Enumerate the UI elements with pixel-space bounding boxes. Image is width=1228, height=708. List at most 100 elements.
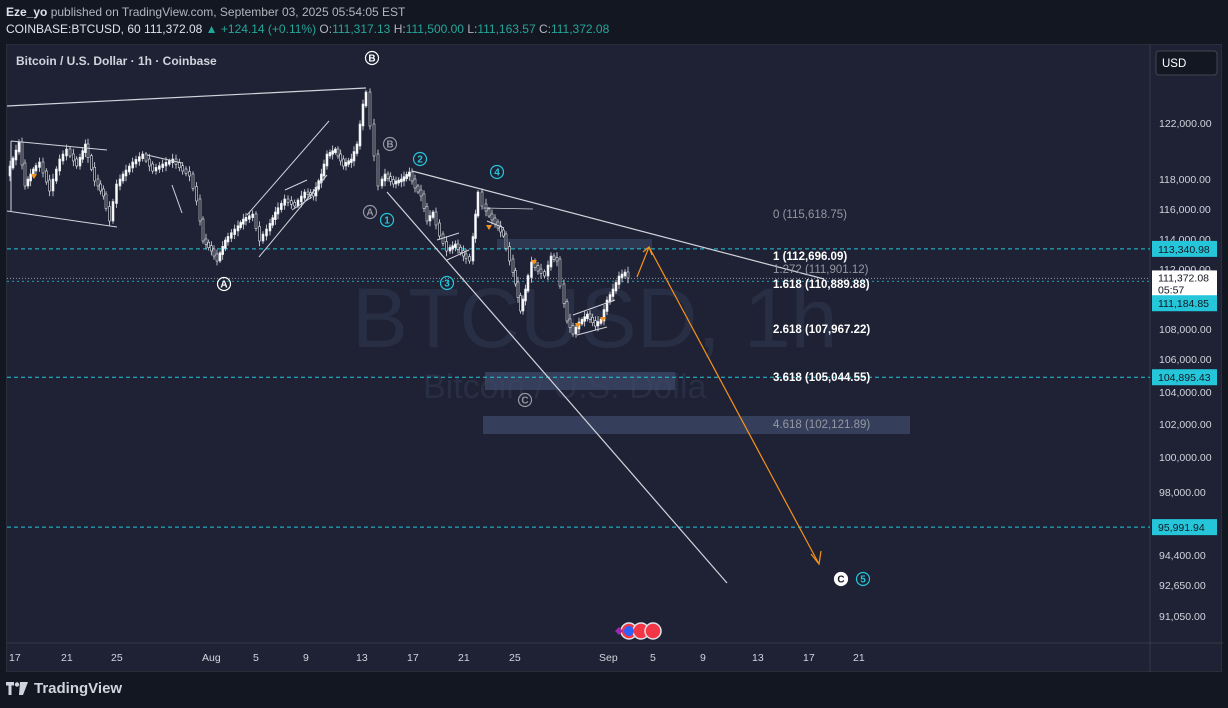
candle-body [58,158,61,172]
trend-line[interactable] [171,184,183,214]
trend-line[interactable] [482,207,534,210]
countdown-label: 05:57 [1158,284,1184,296]
watermark-main: BTCUSD, 1h [352,271,837,365]
price-chart[interactable]: BTCUSD, 1h Bitcoin / U.S. Dolla 0 (115,6… [7,45,1223,673]
wave-label-circle [855,571,871,587]
candle-body [539,268,543,274]
candle-body [75,158,78,167]
projection-arrow[interactable] [636,246,650,278]
wave-label-circle [379,212,395,228]
y-tick-label: 108,000.00 [1159,324,1212,336]
trend-line[interactable] [284,179,308,191]
candle-body [419,189,423,197]
candle-body [271,217,274,226]
candle-body [221,246,224,255]
candle-body [536,265,540,272]
trend-line[interactable] [246,120,330,216]
trend-line[interactable] [258,174,328,258]
candle-body [425,206,429,222]
wave-label: 1 [384,216,390,227]
descending-resistance-line[interactable] [411,170,825,280]
candle-body [158,165,161,170]
trend-line[interactable] [10,140,108,151]
candle-body [445,241,448,252]
current-price-tag [1152,270,1217,299]
high-value: 111,500.00 [405,22,464,36]
candle-body [358,123,362,147]
price-axis[interactable]: 122,000.00118,000.00116,000.00114,000.00… [1159,118,1212,623]
descending-support-line[interactable] [386,191,728,584]
candle-body [546,264,550,277]
candle-body [303,191,306,199]
time-axis[interactable]: 17 21 25 Aug 5 9 13 17 21 25 Sep 5 9 13 17 21 [9,652,865,664]
candle-body [565,301,569,322]
price-tag [1152,369,1217,386]
candle-body [138,156,141,162]
trend-line[interactable] [436,232,460,241]
trend-line[interactable] [7,210,118,228]
currency-label: USD [1162,58,1186,70]
wave-label: B [386,140,393,151]
candle-body [188,171,191,177]
candle-body [68,148,72,157]
wave-label-circle [216,276,232,292]
wave-label-circle [382,136,398,152]
x-tick-label: 17 [407,652,419,664]
candle-body [344,162,348,167]
high-label: H: [393,22,406,36]
candle-body [314,187,318,197]
candle-body [293,202,296,207]
candle-body [207,242,210,248]
trend-line[interactable] [146,154,183,164]
candle-body [322,163,326,177]
signal-marker [600,317,606,322]
candle-body [131,161,134,169]
candle-body [580,319,584,325]
y-tick-label: 100,000.00 [1159,452,1212,464]
tradingview-logo[interactable]: TradingView [6,680,122,697]
trend-line[interactable] [446,249,470,261]
wave-label-circle [833,571,849,587]
candle-body [280,203,283,210]
chart-area[interactable]: BTCUSD, 1h Bitcoin / U.S. Dolla 0 (115,6… [6,44,1223,673]
fib-level-label: 3.618 (105,044.55) [773,372,870,384]
x-tick-label: Sep [599,652,618,664]
arrow-head [810,550,822,566]
trend-line[interactable] [291,196,313,211]
upper-trend-line[interactable] [7,87,367,107]
low-label: L: [467,22,478,36]
horizontal-levels [7,248,1150,528]
candle-body [623,271,627,277]
ohlc-line: COINBASE:BTCUSD, 60 111,372.08 ▲ +124.14… [6,22,609,36]
candle-body [484,203,488,212]
candle-body [402,176,406,182]
candle-body [320,173,323,183]
candle-body [29,173,32,182]
candle-body [20,141,24,166]
trend-line[interactable] [576,326,608,336]
x-tick-label: 21 [853,652,865,664]
projection-arrow[interactable] [648,246,820,565]
candle-body [154,167,158,172]
x-tick-label: 25 [509,652,521,664]
candle-body [471,236,475,262]
candle-body [596,321,600,327]
candle-body [244,217,248,222]
candle-body [261,233,265,242]
publisher-name[interactable]: Eze_yo [6,5,48,19]
price-tag-label: 111,184.85 [1158,298,1209,310]
candle-body [115,183,118,204]
candle-body [555,257,559,262]
x-tick-label: 9 [303,652,309,664]
trend-line[interactable] [486,220,505,229]
currency-button[interactable]: USD [1155,50,1218,76]
price-tag [1152,519,1217,536]
economic-events-icon[interactable] [615,622,662,640]
candle-body [90,155,93,170]
candle-body [151,163,154,172]
candle-body [210,245,213,252]
candle-body [254,213,258,229]
trend-line[interactable] [572,299,616,316]
candle-body [148,158,151,167]
chart-title: Bitcoin / U.S. Dollar · 1h · Coinbase [16,54,217,68]
